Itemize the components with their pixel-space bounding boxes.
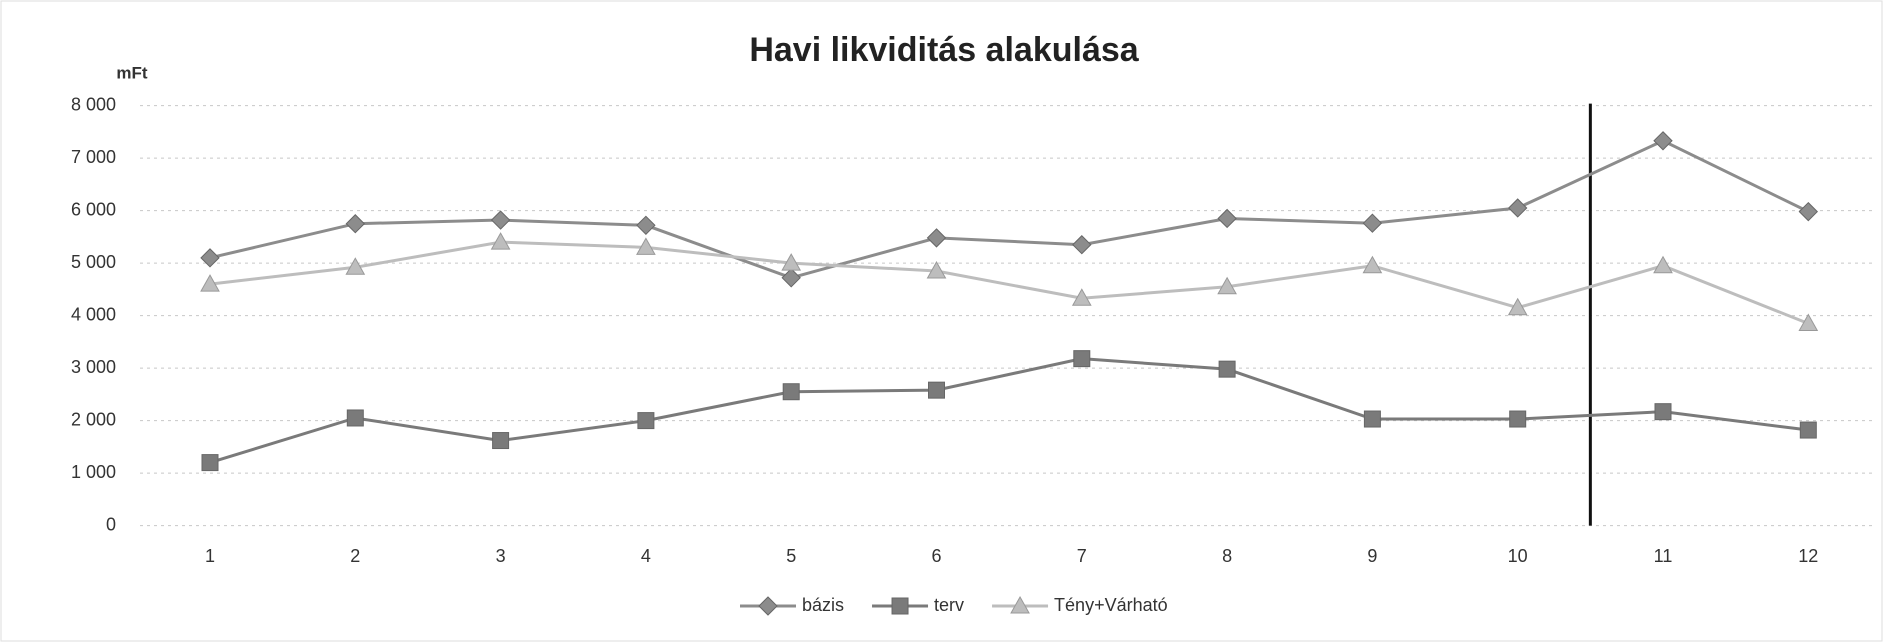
marker [1799,421,1817,439]
y-tick-label: 1 000 [71,462,116,482]
marker [201,454,219,472]
marker [781,253,802,271]
marker [1798,313,1819,331]
series-line [209,240,1809,325]
marker [781,268,801,288]
y-axis-label: mFt [116,63,148,82]
marker [1071,288,1092,306]
x-tick-label: 12 [1798,546,1818,566]
marker [1218,360,1236,378]
marker [1362,255,1383,274]
marker [346,409,364,427]
y-tick-label: 8 000 [71,94,116,114]
y-tick-label: 2 000 [71,409,116,429]
marker [1072,235,1092,255]
y-tick-label: 4 000 [71,304,116,324]
marker [926,228,947,248]
y-tick-label: 7 000 [71,147,116,167]
y-tick-label: 3 000 [71,357,116,377]
marker [200,248,220,268]
marker [1653,131,1673,151]
marker [1798,201,1819,222]
marker [636,237,656,255]
marker [1507,198,1528,218]
marker [490,232,511,250]
legend-label: bázis [802,595,844,615]
x-tick-label: 2 [350,546,360,566]
marker [200,274,220,292]
marker [758,596,778,616]
marker [345,257,366,275]
marker [1362,213,1383,233]
marker [637,412,655,430]
marker [1217,208,1237,229]
legend-label: Tény+Várható [1054,595,1168,615]
chart-title: Havi likviditás alakulása [749,31,1139,69]
x-tick-label: 3 [496,546,506,566]
x-tick-label: 5 [786,546,796,566]
series-line [209,357,1809,465]
x-tick-label: 10 [1508,546,1528,566]
marker [345,214,366,234]
marker [490,210,511,230]
marker [1217,276,1237,295]
marker [928,381,945,399]
marker [1653,255,1673,274]
marker [1073,350,1091,368]
x-tick-label: 1 [205,546,215,566]
x-tick-label: 8 [1222,546,1232,566]
marker [1507,297,1528,316]
marker [1363,410,1381,428]
y-tick-label: 5 000 [71,252,116,272]
series-line [209,139,1809,280]
y-tick-label: 6 000 [71,199,116,219]
marker [1654,403,1672,421]
x-tick-label: 11 [1654,546,1673,566]
x-tick-label: 4 [641,546,651,566]
x-tick-label: 7 [1077,546,1087,566]
legend-label: terv [934,595,964,615]
marker [1509,410,1527,428]
y-tick-label: 0 [106,514,116,534]
marker [782,383,800,401]
marker [926,260,947,279]
marker [492,432,510,450]
x-tick-label: 9 [1367,546,1377,566]
x-tick-label: 6 [931,546,941,566]
marker [891,597,909,615]
marker [1010,595,1030,614]
marker [636,215,656,236]
